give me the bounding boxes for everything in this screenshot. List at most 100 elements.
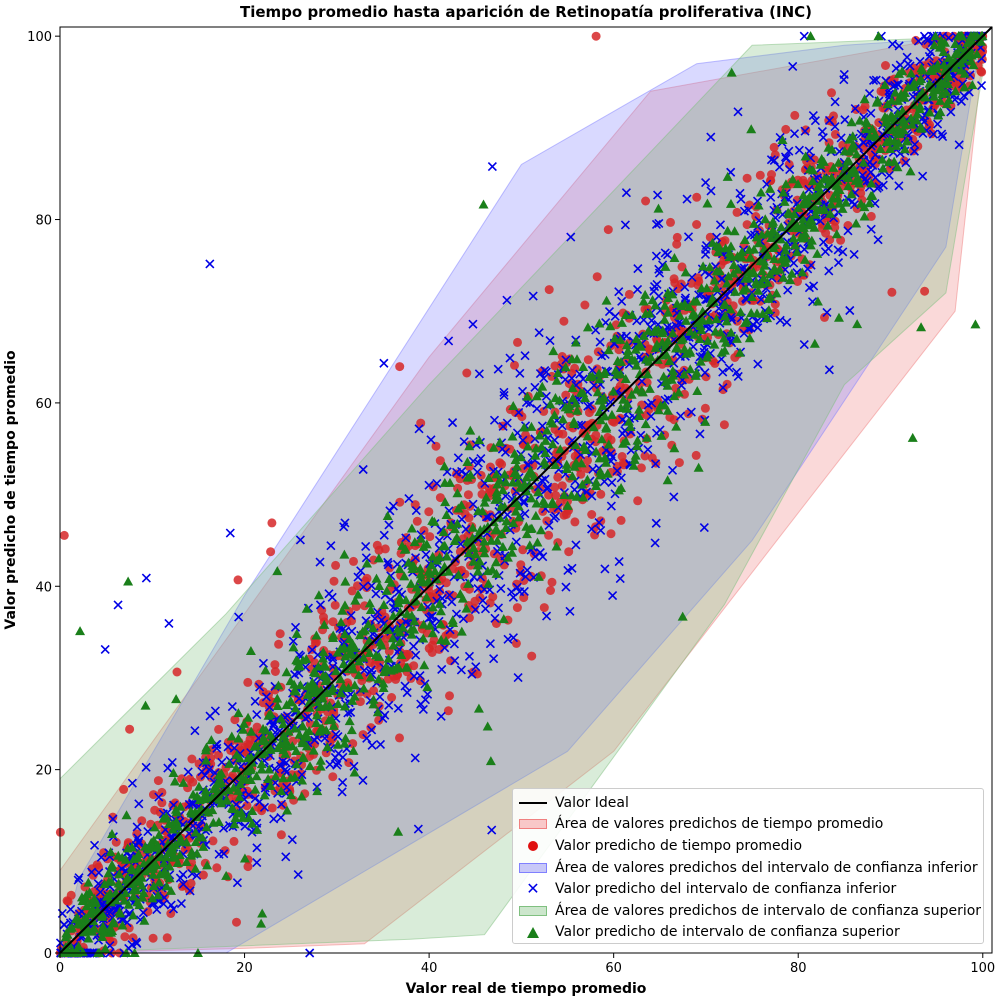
point (482, 521, 493, 531)
point (547, 418, 558, 428)
point (830, 222, 840, 232)
point (166, 909, 176, 918)
point (66, 904, 76, 914)
point (147, 893, 158, 903)
point (105, 927, 116, 937)
point (871, 75, 881, 85)
point (811, 205, 822, 215)
point (624, 289, 634, 299)
point (201, 755, 212, 765)
point (830, 97, 840, 107)
point (632, 435, 643, 445)
point (401, 533, 411, 543)
point (843, 172, 854, 182)
point (641, 432, 652, 442)
point (672, 239, 682, 249)
point (736, 194, 746, 204)
point (691, 296, 702, 306)
point (839, 75, 849, 85)
point (873, 31, 884, 41)
point (909, 146, 919, 156)
point (932, 85, 943, 95)
point (426, 435, 436, 445)
point (458, 614, 469, 624)
point (114, 869, 125, 879)
point (893, 79, 903, 89)
point (170, 804, 181, 814)
point (756, 187, 767, 197)
point (900, 119, 911, 129)
point (616, 515, 626, 525)
point (94, 868, 104, 878)
point (314, 726, 325, 736)
series-3 (57, 31, 988, 957)
point (240, 821, 250, 831)
point (527, 651, 537, 661)
point (560, 362, 571, 372)
point (178, 777, 189, 787)
point (259, 802, 270, 812)
point (250, 794, 260, 804)
point (956, 96, 966, 106)
point (276, 812, 286, 823)
point (394, 564, 405, 574)
point (493, 493, 504, 503)
point (228, 782, 239, 792)
point (520, 351, 530, 361)
point (864, 198, 875, 208)
point (976, 81, 987, 91)
point (427, 602, 438, 612)
point (853, 174, 864, 184)
point (382, 511, 393, 521)
point (892, 162, 903, 172)
point (365, 667, 375, 677)
point (521, 529, 532, 539)
point (275, 713, 286, 723)
point (233, 575, 243, 585)
point (902, 52, 912, 62)
point (346, 649, 357, 659)
point (905, 113, 916, 123)
point (190, 863, 201, 873)
point (499, 469, 510, 479)
point (332, 739, 343, 749)
point (214, 794, 225, 804)
point (495, 458, 505, 468)
point (270, 771, 281, 781)
point (148, 933, 158, 943)
point (554, 429, 564, 439)
point (411, 553, 421, 563)
point (720, 243, 731, 253)
point (753, 200, 764, 210)
point (669, 253, 680, 263)
point (537, 421, 547, 431)
point (415, 569, 426, 579)
point (395, 497, 405, 507)
point (395, 733, 404, 743)
point (710, 326, 721, 336)
point (605, 321, 616, 331)
point (912, 109, 923, 119)
point (226, 731, 237, 741)
point (412, 516, 422, 526)
point (788, 233, 799, 243)
point (519, 586, 529, 597)
point (564, 547, 574, 557)
point (734, 347, 745, 357)
point (810, 116, 820, 126)
point (539, 373, 549, 383)
point (106, 876, 117, 886)
point (436, 634, 447, 644)
point (673, 387, 684, 397)
point (206, 735, 217, 745)
point (438, 541, 449, 551)
point (467, 522, 478, 532)
point (418, 633, 429, 643)
point (153, 776, 163, 786)
point (319, 619, 330, 629)
chart-legend: Valor Ideal Área de valores predichos de … (512, 788, 984, 944)
point (151, 860, 162, 870)
point (373, 674, 384, 684)
point (681, 348, 692, 358)
point (720, 337, 731, 347)
